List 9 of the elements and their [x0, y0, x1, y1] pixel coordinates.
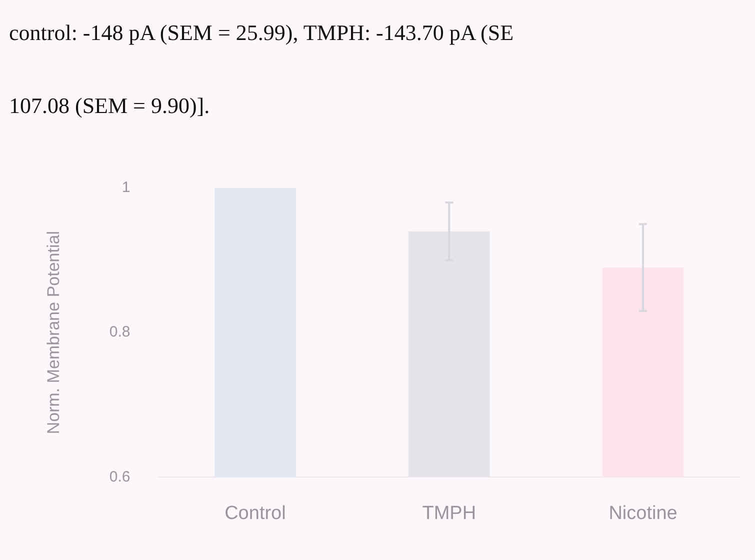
y-axis-title: Norm. Membrane Potential: [44, 231, 63, 434]
x-tick-label: Control: [224, 502, 286, 524]
text: control: -148 pA (SEM = 25.99), TMPH: -143.70 pA (SE: [9, 20, 514, 46]
x-tick-label: TMPH: [422, 502, 476, 524]
y-tick-label: 0.8: [109, 324, 130, 341]
x-tick-label: Nicotine: [608, 502, 678, 524]
text: 107.08 (SEM = 9.90)].: [9, 93, 210, 119]
y-tick-label: 1: [122, 179, 130, 196]
y-tick-label: 0.6: [109, 468, 130, 486]
